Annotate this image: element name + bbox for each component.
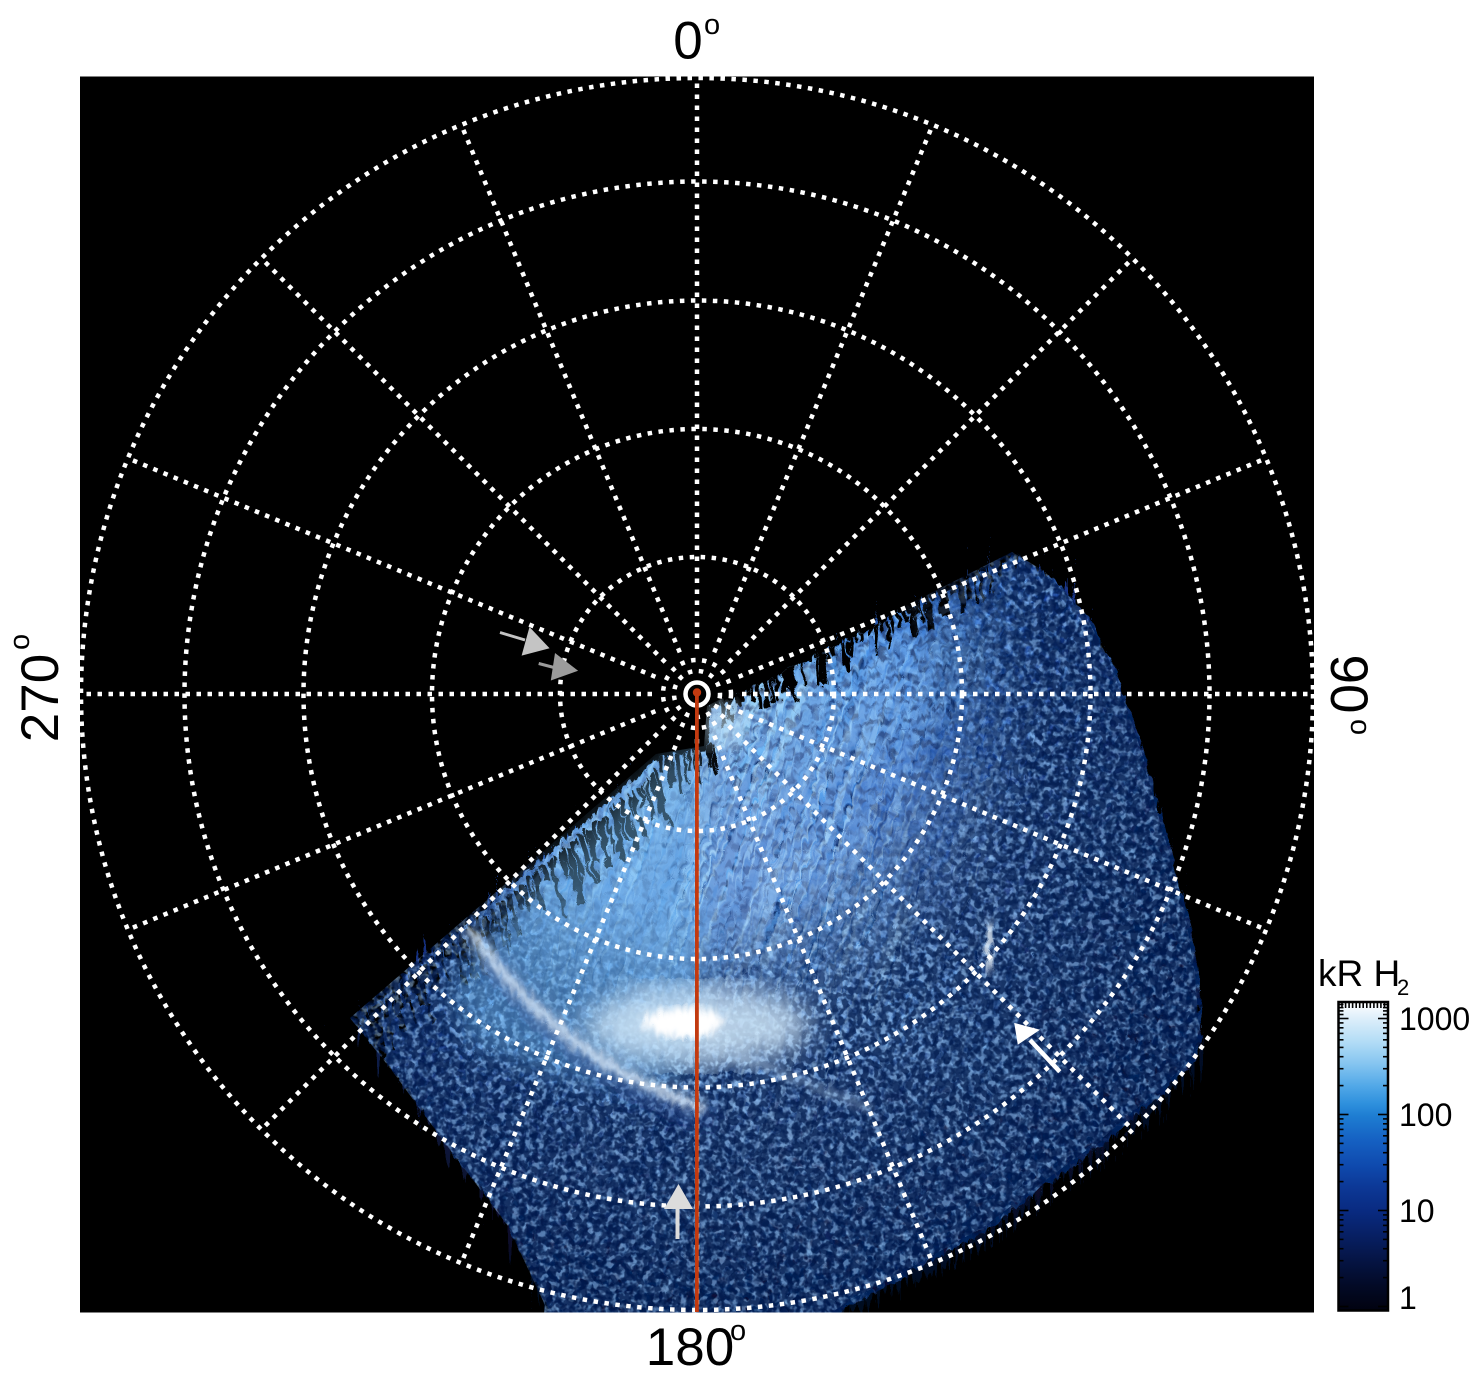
- svg-text:270: 270: [11, 654, 70, 742]
- svg-text:1000: 1000: [1399, 1001, 1470, 1037]
- svg-text:o: o: [730, 1315, 746, 1347]
- svg-text:180: 180: [646, 1318, 734, 1377]
- svg-text:10: 10: [1399, 1193, 1435, 1229]
- svg-text:2: 2: [1397, 975, 1409, 1000]
- svg-text:o: o: [704, 9, 720, 41]
- svg-text:kR H: kR H: [1318, 953, 1400, 994]
- svg-text:1: 1: [1399, 1280, 1417, 1316]
- svg-text:90: 90: [1319, 655, 1378, 714]
- svg-text:o: o: [4, 634, 36, 650]
- svg-text:100: 100: [1399, 1097, 1452, 1133]
- svg-text:o: o: [1344, 719, 1376, 735]
- svg-text:0: 0: [673, 12, 702, 71]
